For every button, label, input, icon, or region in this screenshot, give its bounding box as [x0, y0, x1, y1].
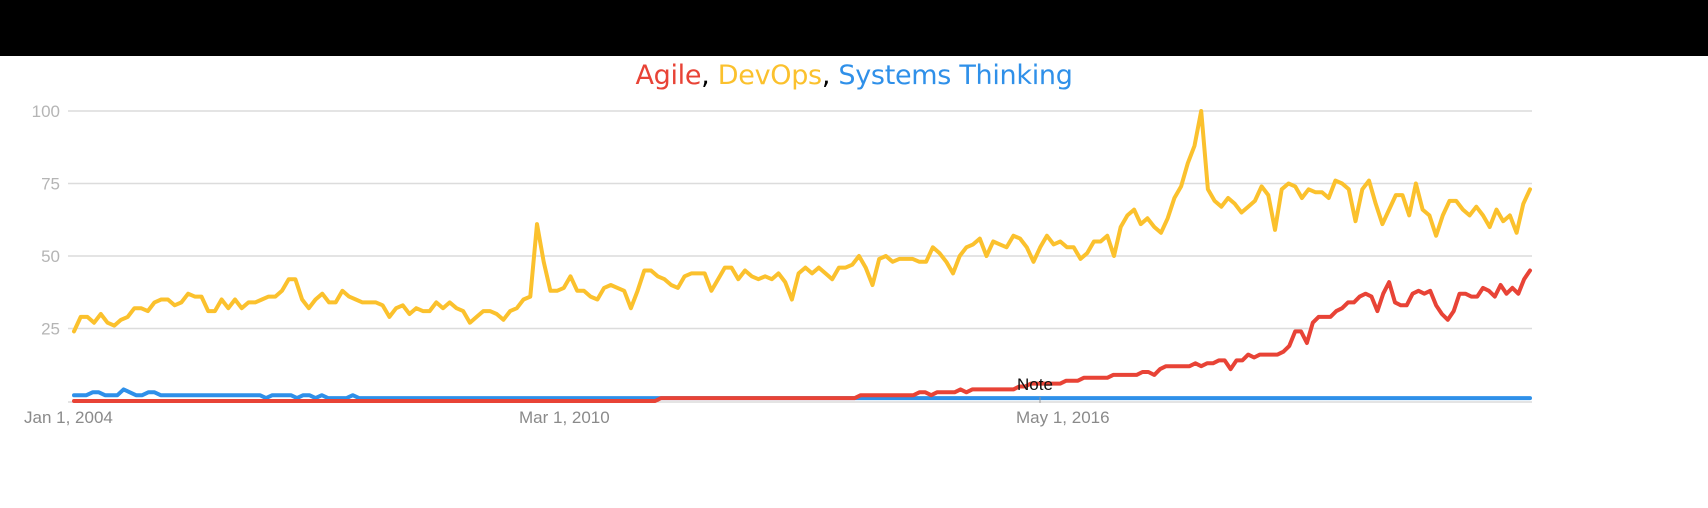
legend-devops[interactable]: DevOps — [717, 60, 822, 91]
series-lines — [72, 109, 1532, 403]
x-tick-label: May 1, 2016 — [1016, 408, 1110, 427]
legend-agile[interactable]: Agile — [635, 60, 702, 91]
x-axis-ticks: Jan 1, 2004 Mar 1, 2010 May 1, 2016 — [24, 408, 1110, 427]
y-tick-label: 25 — [41, 320, 60, 339]
legend-systems-thinking[interactable]: Systems Thinking — [838, 60, 1073, 91]
y-axis-ticks: 25 50 75 100 — [32, 102, 60, 339]
gridlines — [68, 110, 1532, 403]
title-separator: , — [821, 60, 831, 91]
series-line-agile[interactable] — [72, 268, 1532, 403]
annotations: Note — [1017, 375, 1053, 403]
series-line-devops[interactable] — [72, 109, 1532, 334]
y-tick-label: 50 — [41, 247, 60, 266]
x-tick-label: Jan 1, 2004 — [24, 408, 113, 427]
note-annotation[interactable]: Note — [1017, 375, 1053, 394]
chart-title: Agile, DevOps, Systems Thinking — [0, 56, 1708, 96]
y-tick-label: 75 — [41, 175, 60, 194]
y-tick-label: 100 — [32, 102, 60, 121]
x-tick-label: Mar 1, 2010 — [519, 408, 610, 427]
top-black-bar — [0, 0, 1708, 56]
title-separator: , — [701, 60, 710, 91]
